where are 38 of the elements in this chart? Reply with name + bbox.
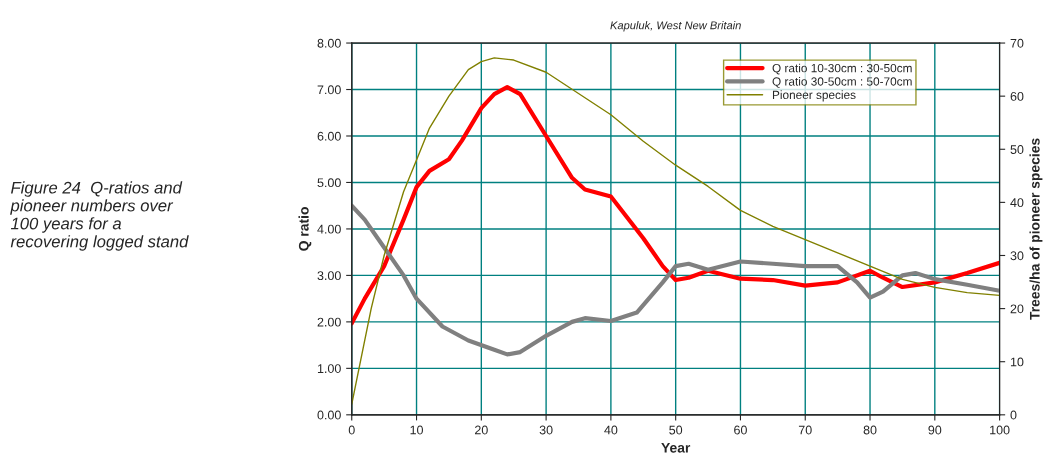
legend-label: Q ratio 30-50cm : 50-70cm	[772, 77, 912, 88]
chart-title: Kapuluk, West New Britain	[610, 21, 741, 32]
x-axis-title: Year	[661, 442, 691, 453]
x-tick-label: 40	[604, 425, 618, 435]
x-tick-label: 90	[928, 425, 942, 435]
x-tick-label: 70	[798, 425, 812, 435]
x-tick-label: 10	[410, 425, 423, 435]
y2-tick-label: 0	[1010, 410, 1017, 420]
y-tick-label: 3.00	[317, 271, 341, 281]
x-tick-label: 20	[475, 425, 488, 435]
y-tick-label: 8.00	[317, 38, 341, 48]
legend-label: Pioneer species	[772, 90, 856, 102]
y2-axis-title: Trees/ha of pioneer species	[1029, 138, 1043, 320]
y-tick-label: 5.00	[317, 178, 341, 188]
line-series	[351, 203, 1000, 357]
y2-tick-label: 30	[1010, 251, 1024, 261]
x-tick-label: 80	[863, 425, 877, 435]
y2-tick-label: 70	[1010, 38, 1024, 48]
x-tick-label: 100	[990, 425, 1010, 435]
y-tick-label: 1.00	[317, 364, 341, 373]
x-tick-label: 50	[669, 425, 683, 435]
x-tick-label: 60	[734, 425, 747, 435]
x-tick-label: 30	[539, 425, 553, 435]
x-tick-label: 0	[348, 425, 355, 435]
y-tick-label: 2.00	[317, 317, 341, 327]
y-axis-title: Q ratio	[298, 207, 312, 251]
y2-tick-label: 60	[1010, 91, 1024, 101]
y-tick-label: 7.00	[317, 85, 341, 95]
line-series	[351, 57, 1000, 405]
caption: Figure 24 Q-ratios and pioneer numbers over 100 years for a recovering logged stand	[10, 181, 189, 251]
y-tick-label: 4.00	[317, 224, 341, 234]
y-tick-label: 0.00	[317, 410, 341, 420]
y-tick-label: 6.00	[317, 131, 341, 141]
y2-tick-label: 40	[1010, 198, 1024, 208]
y2-tick-label: 10	[1010, 357, 1024, 367]
y2-tick-label: 50	[1010, 145, 1024, 154]
legend-label: Q ratio 10-30cm : 30-50cm	[772, 63, 912, 75]
y2-tick-label: 20	[1010, 304, 1024, 314]
